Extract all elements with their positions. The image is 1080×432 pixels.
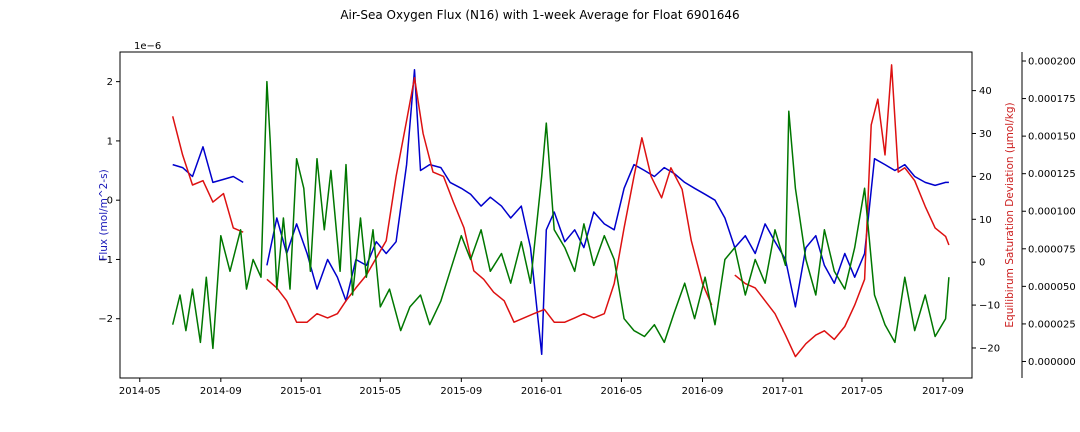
left-axis-offset-text: 1e−6 <box>134 41 161 52</box>
x-tick-label: 2016-09 <box>682 386 724 397</box>
outer-tick-label: 0.000100 <box>1028 207 1076 218</box>
x-tick-label: 2017-05 <box>841 386 883 397</box>
x-tick-label: 2016-01 <box>521 386 563 397</box>
right-axis-label: Equilibirum Saturation Deviation (μmol/k… <box>1004 102 1016 327</box>
right-tick-label: 0 <box>979 258 985 269</box>
right-tick-label: 40 <box>979 86 992 97</box>
right-tick-label: 20 <box>979 172 992 183</box>
x-axis: 2014-05 2014-09 2015-01 2015-05 2015-09 2016-… <box>119 378 964 397</box>
outer-axis: 0.000200 0.000175 0.000150 0.000125 0.000100… <box>1021 52 1076 378</box>
outer-tick-label: 0.000075 <box>1028 244 1076 255</box>
outer-tick-label: 0.000000 <box>1028 357 1076 368</box>
x-tick-label: 2014-05 <box>119 386 161 397</box>
outer-tick-label: 0.000050 <box>1028 282 1076 293</box>
right-tick-label: 30 <box>979 129 992 140</box>
x-tick-label: 2016-05 <box>601 386 643 397</box>
plot-frame <box>119 51 973 379</box>
x-tick-label: 2015-01 <box>280 386 322 397</box>
left-axis: 2 1 0 −1 −2 <box>98 77 120 325</box>
x-tick-label: 2015-05 <box>359 386 401 397</box>
left-tick-label: 0 <box>107 196 113 207</box>
series-line-2 <box>171 64 950 358</box>
x-tick-label: 2017-01 <box>762 386 804 397</box>
outer-tick-label: 0.000125 <box>1028 169 1076 180</box>
left-axis-label: Flux (mol/m^2-s) <box>98 169 110 260</box>
left-tick-label: 2 <box>107 77 113 88</box>
outer-tick-label: 0.000150 <box>1028 132 1076 143</box>
x-tick-label: 2017-09 <box>922 386 964 397</box>
series-line-3 <box>171 80 950 350</box>
left-tick-label: −2 <box>98 314 113 325</box>
series-line-1 <box>172 69 949 356</box>
outer-tick-label: 0.000175 <box>1028 94 1076 105</box>
left-tick-label: 1 <box>107 136 113 147</box>
x-tick-label: 2015-09 <box>440 386 482 397</box>
outer-tick-label: 0.000025 <box>1028 319 1076 330</box>
right-axis: 40 30 20 10 0 −10 −20 <box>972 86 1000 354</box>
right-tick-label: −20 <box>979 343 1000 354</box>
right-tick-label: −10 <box>979 301 1000 312</box>
outer-tick-label: 0.000200 <box>1028 57 1076 68</box>
left-tick-label: −1 <box>98 255 113 266</box>
right-tick-label: 10 <box>979 215 992 226</box>
series-layer <box>171 64 950 358</box>
chart-title: Air-Sea Oxygen Flux (N16) with 1-week Av… <box>340 8 739 22</box>
x-tick-label: 2014-09 <box>200 386 242 397</box>
